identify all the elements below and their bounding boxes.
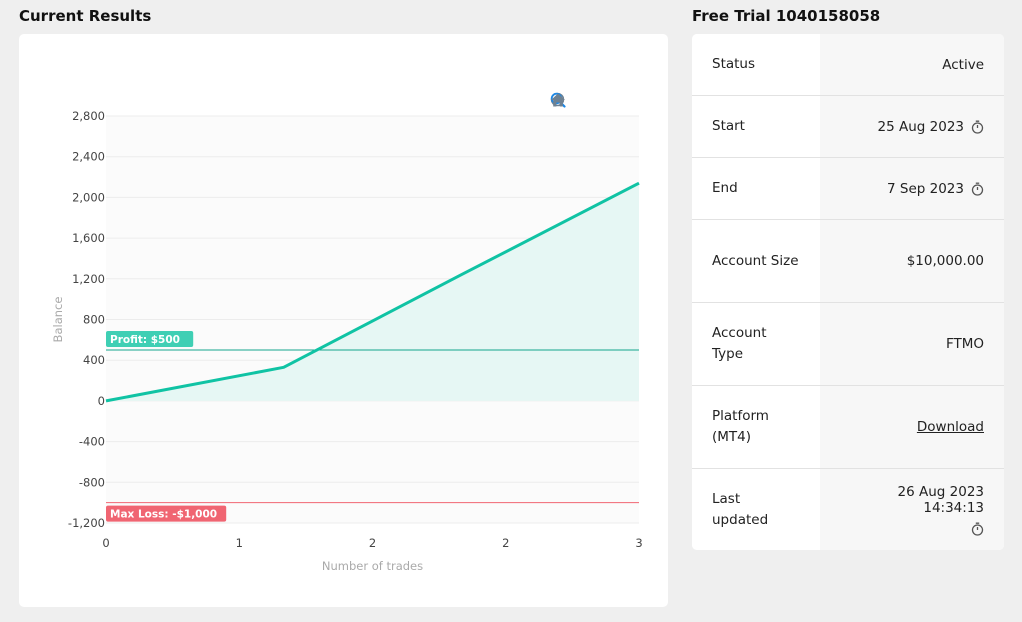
y-tick-label: 800 — [83, 313, 105, 327]
info-row-status: Status Active — [692, 34, 1004, 96]
status-label: Status — [692, 34, 820, 95]
account-type-value: FTMO — [820, 303, 1004, 385]
account-size-label: Account Size — [692, 220, 820, 302]
stopwatch-icon — [971, 120, 984, 134]
y-axis-title: Balance — [51, 297, 65, 343]
y-tick-label: 2,400 — [72, 150, 105, 164]
reset-zoom-button[interactable] — [551, 92, 634, 110]
info-row-account-size: Account Size $10,000.00 — [692, 220, 1004, 303]
account-size-value: $10,000.00 — [820, 220, 1004, 302]
info-row-platform: Platform (MT4) Download — [692, 386, 1004, 469]
y-tick-label: -400 — [79, 435, 105, 449]
chart-card: 2,800 2,400 2,000 1,600 1,200 800 400 0 -400 -800… — [19, 34, 668, 607]
x-tick-label: 1 — [236, 536, 243, 550]
info-row-account-type: Account Type FTMO — [692, 303, 1004, 386]
x-tick-label: 2 — [502, 536, 509, 550]
start-label: Start — [692, 96, 820, 157]
y-tick-label: 2,800 — [72, 109, 105, 123]
status-value: Active — [820, 34, 1004, 95]
end-label: End — [692, 158, 820, 219]
chart-toolbar — [550, 92, 634, 110]
last-updated-label: Last updated — [692, 469, 820, 550]
last-updated-value: 26 Aug 2023 14:34:13 — [897, 483, 984, 516]
y-tick-label: 0 — [98, 394, 105, 408]
info-row-last-updated: Last updated 26 Aug 2023 14:34:13 — [692, 469, 1004, 550]
info-row-end: End 7 Sep 2023 — [692, 158, 1004, 220]
y-tick-label: -1,200 — [68, 516, 105, 530]
y-tick-label: 2,000 — [72, 190, 105, 204]
annotation-label-bg — [106, 505, 227, 522]
account-info-card: Status Active Start 25 Aug 2023 End 7 Se… — [692, 34, 1004, 550]
free-trial-title: Free Trial 1040158058 — [692, 7, 881, 25]
annotation-label-bg — [106, 331, 194, 348]
series-line — [105, 181, 640, 403]
stopwatch-icon — [971, 182, 984, 196]
info-row-start: Start 25 Aug 2023 — [692, 96, 1004, 158]
annotation-label: Profit: $500 — [110, 334, 180, 346]
platform-label: Platform (MT4) — [692, 386, 820, 468]
balance-chart: 2,800 2,400 2,000 1,600 1,200 800 400 0 -400 -800… — [51, 109, 643, 573]
y-tick-label: -800 — [79, 475, 105, 489]
x-tick-label: 3 — [635, 536, 642, 550]
series-area — [106, 183, 639, 401]
start-date-value: 25 Aug 2023 — [877, 118, 964, 135]
zoom-out-button[interactable] — [550, 92, 590, 110]
y-tick-label: 1,200 — [72, 272, 105, 286]
current-results-title: Current Results — [19, 7, 152, 25]
account-type-label: Account Type — [692, 303, 820, 385]
zoom-select-button[interactable] — [550, 92, 612, 110]
annotation-label: Max Loss: -$1,000 — [110, 509, 217, 521]
download-link[interactable]: Download — [916, 419, 984, 435]
home-icon — [551, 93, 565, 107]
y-tick-label: 1,600 — [72, 231, 105, 245]
x-tick-label: 0 — [102, 536, 109, 550]
stopwatch-icon — [971, 522, 984, 536]
x-axis-title: Number of trades — [322, 559, 423, 573]
y-tick-label: 400 — [83, 353, 105, 367]
x-tick-label: 2 — [369, 536, 376, 550]
end-date-value: 7 Sep 2023 — [887, 180, 964, 197]
